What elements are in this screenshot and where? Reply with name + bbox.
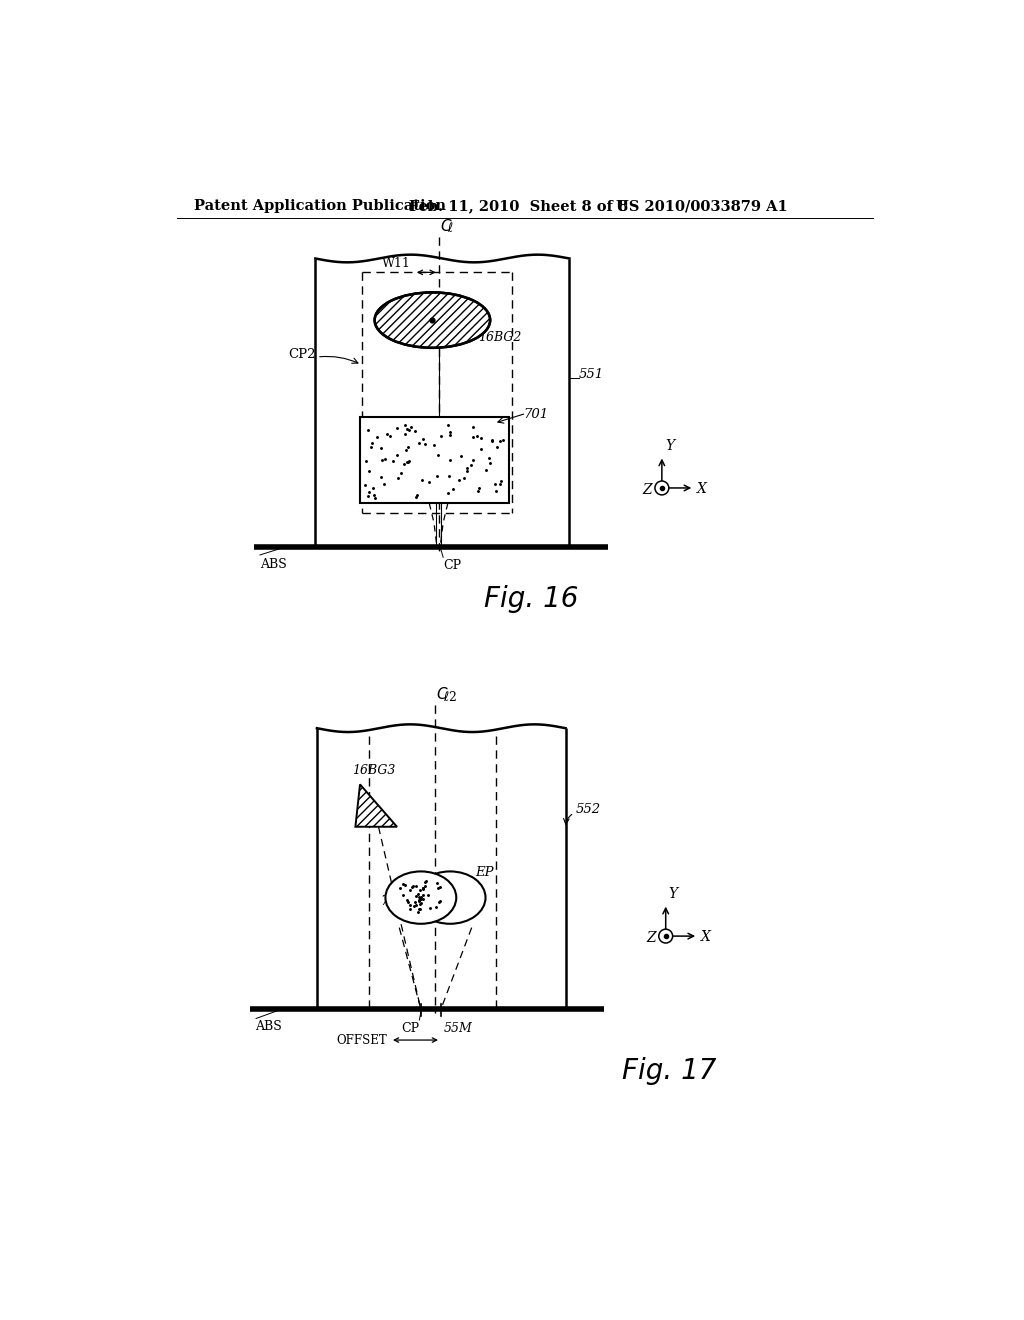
Text: 16BG3: 16BG3: [352, 764, 395, 776]
Text: W11: W11: [382, 257, 411, 271]
Text: 551: 551: [579, 367, 604, 380]
Ellipse shape: [375, 293, 490, 348]
Text: 16BG2: 16BG2: [478, 330, 522, 343]
Text: Z: Z: [642, 483, 652, 496]
Text: Y: Y: [669, 887, 678, 900]
Ellipse shape: [385, 871, 457, 924]
Text: Patent Application Publication: Patent Application Publication: [194, 199, 445, 213]
Text: Y: Y: [665, 438, 674, 453]
Bar: [360, 417, 509, 503]
Ellipse shape: [415, 871, 485, 924]
Polygon shape: [355, 784, 397, 826]
Text: $\mathit{C}$: $\mathit{C}$: [436, 686, 449, 702]
Text: 552: 552: [575, 803, 601, 816]
Text: Feb. 11, 2010  Sheet 8 of 8: Feb. 11, 2010 Sheet 8 of 8: [410, 199, 629, 213]
Text: Z: Z: [646, 931, 655, 945]
Text: Fig. 17: Fig. 17: [623, 1057, 717, 1085]
Text: 55M: 55M: [444, 1022, 473, 1035]
Text: CP2: CP2: [288, 348, 315, 362]
Text: ABS: ABS: [260, 558, 287, 572]
Text: CP: CP: [401, 1022, 419, 1035]
Text: OFFSET: OFFSET: [336, 1034, 387, 1047]
Text: Fig. 16: Fig. 16: [483, 585, 579, 612]
Text: 701: 701: [523, 408, 549, 421]
Circle shape: [655, 480, 669, 495]
Text: 702: 702: [381, 895, 406, 908]
Text: ABS: ABS: [255, 1020, 282, 1034]
Text: X: X: [697, 482, 708, 496]
Text: CP: CP: [443, 558, 461, 572]
Text: $\ell$: $\ell$: [447, 222, 454, 235]
Text: $\ell$2: $\ell$2: [443, 689, 457, 704]
Text: $\mathit{C}$: $\mathit{C}$: [440, 218, 453, 234]
Text: US 2010/0033879 A1: US 2010/0033879 A1: [615, 199, 787, 213]
Text: X: X: [701, 929, 711, 944]
Text: EP: EP: [475, 866, 494, 879]
Circle shape: [658, 929, 673, 942]
